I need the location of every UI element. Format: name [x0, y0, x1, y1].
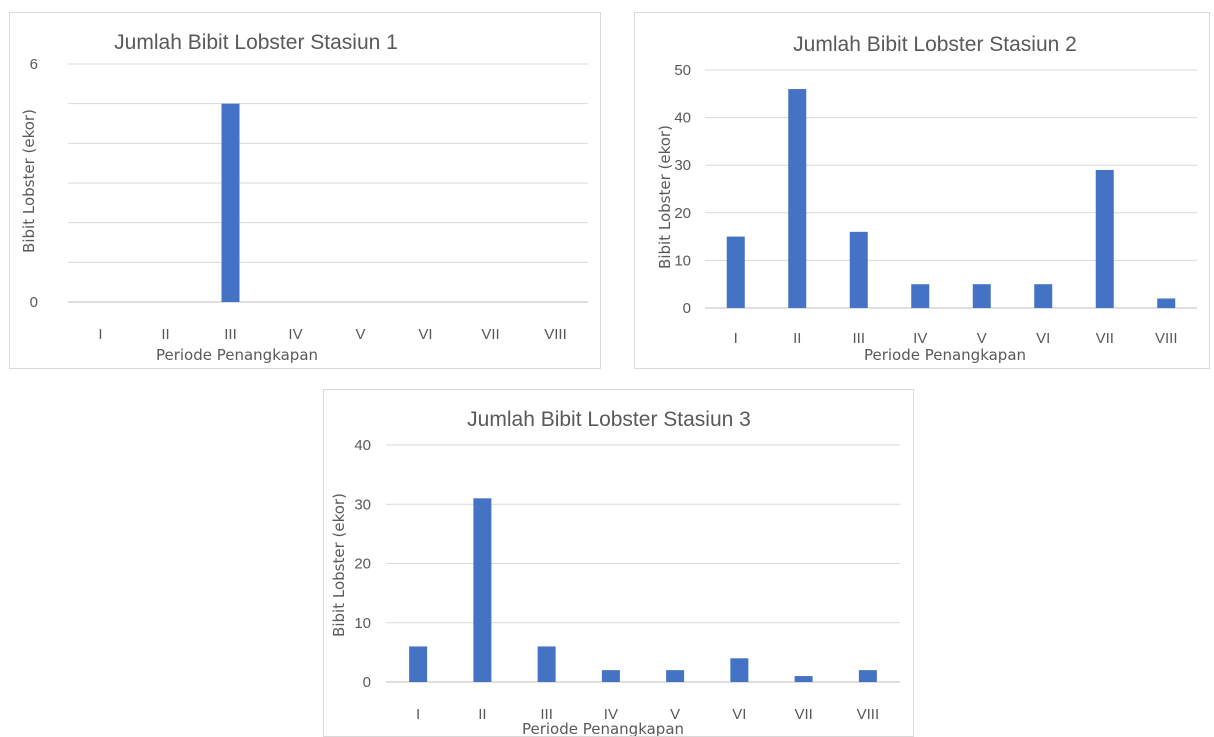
x-axis-title: Periode Penangkapan: [156, 346, 318, 364]
bar-i: [726, 236, 745, 308]
bar-ii: [788, 89, 807, 308]
x-tick-label: I: [416, 706, 420, 723]
bar-ii: [473, 498, 492, 682]
x-tick-label: VII: [1096, 330, 1114, 347]
y-axis-title: Bibit Lobster (ekor): [656, 125, 674, 269]
x-tick-label: III: [852, 330, 865, 347]
x-tick-label: II: [793, 330, 801, 347]
y-tick-label: 0: [363, 674, 371, 691]
bar-v: [972, 284, 991, 308]
y-tick-label: 40: [674, 110, 691, 127]
x-tick-label: II: [478, 706, 486, 723]
x-tick-label: VI: [732, 706, 746, 723]
x-tick-label: VII: [794, 706, 812, 723]
y-tick-label: 10: [354, 615, 371, 632]
y-tick-label: 6: [30, 56, 38, 73]
bar-iii: [221, 103, 240, 303]
x-tick-label: IV: [288, 326, 302, 343]
bar-iii: [537, 646, 556, 682]
x-tick-label: V: [670, 706, 680, 723]
bar-vii: [794, 676, 813, 682]
chart-title: Jumlah Bibit Lobster Stasiun 2: [793, 33, 1077, 56]
y-tick-label: 20: [674, 205, 691, 222]
y-tick-label: 0: [683, 300, 691, 317]
x-tick-label: VIII: [1155, 330, 1178, 347]
x-tick-label: II: [161, 326, 169, 343]
y-tick-label: 0: [30, 294, 38, 311]
y-tick-label: 10: [674, 252, 691, 269]
x-tick-label: I: [734, 330, 738, 347]
bar-vi: [1034, 284, 1053, 308]
chart-panel-stasiun-2: 0 10 20 30 40 50 I II III IV V VI VII VIII Jumlah Bibi…: [634, 12, 1210, 369]
chart-title: Jumlah Bibit Lobster Stasiun 3: [467, 408, 751, 431]
x-axis-title: Periode Penangkapan: [864, 346, 1026, 364]
y-tick-label: 20: [354, 556, 371, 573]
x-tick-label: VI: [1036, 330, 1050, 347]
bar-iv: [911, 284, 930, 308]
bar-iv: [601, 670, 620, 682]
bar-viii: [1157, 298, 1176, 308]
bar-vi: [730, 658, 749, 682]
bar-i: [409, 646, 428, 682]
x-tick-label: IV: [913, 330, 927, 347]
x-tick-label: III: [224, 326, 237, 343]
x-tick-label: VIII: [544, 326, 567, 343]
bar-iii: [849, 231, 868, 308]
x-tick-label: III: [540, 706, 553, 723]
chart-panel-stasiun-1: 0 6 I II III IV V VI VII VIII Jumlah Bibit Lobster…: [9, 12, 601, 369]
bar-v: [666, 670, 685, 682]
y-tick-label: 40: [354, 437, 371, 454]
x-tick-label: VI: [418, 326, 432, 343]
x-tick-label: I: [98, 326, 102, 343]
y-tick-label: 30: [354, 496, 371, 513]
chart-panel-stasiun-3: 0 10 20 30 40 I II III IV V VI VII VIII Jumlah Bibit …: [323, 389, 914, 737]
y-axis-title: Bibit Lobster (ekor): [330, 493, 348, 637]
bar-vii: [1095, 169, 1114, 308]
y-tick-label: 50: [674, 62, 691, 79]
y-tick-label: 30: [674, 157, 691, 174]
x-tick-label: V: [977, 330, 987, 347]
chart-title: Jumlah Bibit Lobster Stasiun 1: [114, 31, 398, 54]
x-tick-label: VIII: [857, 706, 880, 723]
y-axis-title: Bibit Lobster (ekor): [20, 109, 38, 253]
x-tick-label: VII: [481, 326, 499, 343]
bar-viii: [858, 670, 877, 682]
x-tick-label: V: [355, 326, 365, 343]
x-tick-label: IV: [604, 706, 618, 723]
x-axis-title: Periode Penangkapan: [522, 720, 684, 736]
